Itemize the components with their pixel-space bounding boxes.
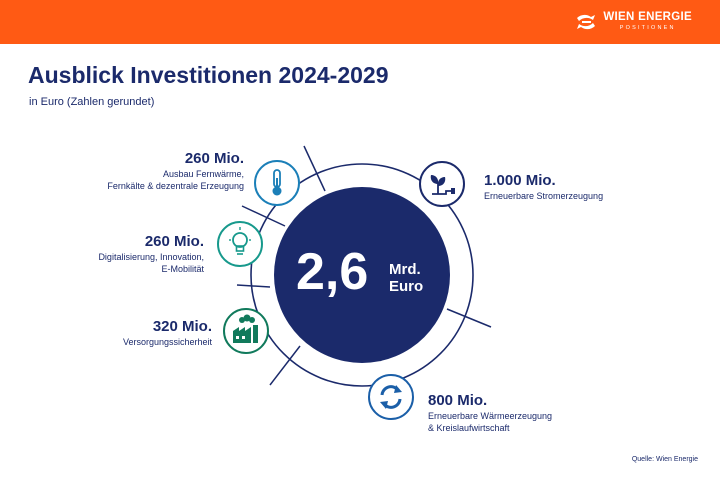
recycle-arrows-icon: [368, 374, 414, 420]
center-total-value: 2,6: [296, 243, 369, 301]
investment-amount: 260 Mio.: [144, 233, 204, 250]
investment-amount: 260 Mio.: [184, 150, 244, 167]
brand-name: WIEN ENERGIE: [603, 11, 692, 23]
investment-label: Ausbau Fernwärme,: [162, 169, 244, 179]
header-bar: WIEN ENERGIE POSITIONEN: [0, 0, 720, 44]
investment-amount: 1.000 Mio.: [484, 172, 556, 189]
connector-line: [446, 308, 492, 328]
thermometer-icon: [254, 160, 300, 206]
investment-label: & Kreislaufwirtschaft: [428, 423, 510, 434]
investment-label: Digitalisierung, Innovation,: [98, 252, 204, 262]
center-unit-line: Mrd.: [389, 261, 421, 278]
outer-ring: [250, 163, 474, 387]
investment-item-stromerzeugung: 1.000 Mio. Erneuerbare Stromerzeugung: [484, 172, 603, 202]
investment-label: Versorgungssicherheit: [122, 337, 212, 347]
page-subtitle: in Euro (Zahlen gerundet): [29, 96, 155, 108]
investment-label: Fernkälte & dezentrale Erzeugung: [107, 181, 244, 192]
wien-energie-logo-icon: [577, 14, 596, 29]
connector-line: [241, 205, 286, 227]
investment-amount: 320 Mio.: [152, 318, 212, 335]
connector-lines: [236, 145, 492, 386]
investment-label: Erneuerbare Wärmeerzeugung: [428, 411, 553, 421]
source-note: Quelle: Wien Energie: [631, 456, 698, 463]
brand-subtitle: POSITIONEN: [619, 24, 676, 31]
investment-amount: 800 Mio.: [428, 392, 488, 409]
connector-line: [303, 145, 326, 192]
investment-label: Erneuerbare Stromerzeugung: [484, 191, 604, 201]
investment-item-waermeerzeugung: 800 Mio. Erneuerbare Wärmeerzeugung & Kr…: [428, 392, 552, 434]
page-title: Ausblick Investitionen 2024-2029: [28, 62, 389, 88]
center-total-unit: Mrd. Euro: [389, 261, 423, 296]
plant-plug-icon: [419, 161, 465, 207]
lightbulb-icon: [217, 221, 263, 267]
connector-line: [236, 284, 271, 288]
investment-item-versorgungssicherheit: 320 Mio. Versorgungssicherheit: [123, 318, 212, 348]
power-plant-icon: [223, 308, 269, 354]
center-circle: [274, 187, 450, 363]
center-unit-line: Euro: [389, 278, 424, 296]
connector-line: [269, 345, 301, 386]
investment-item-fernwaerme: 260 Mio. Ausbau Fernwärme, Fernkälte & d…: [107, 150, 244, 192]
investment-item-digitalisierung: 260 Mio. Digitalisierung, Innovation, E-…: [98, 233, 204, 275]
brand-logo: WIEN ENERGIE POSITIONEN: [575, 11, 692, 31]
investment-label: E-Mobilität: [161, 264, 204, 275]
